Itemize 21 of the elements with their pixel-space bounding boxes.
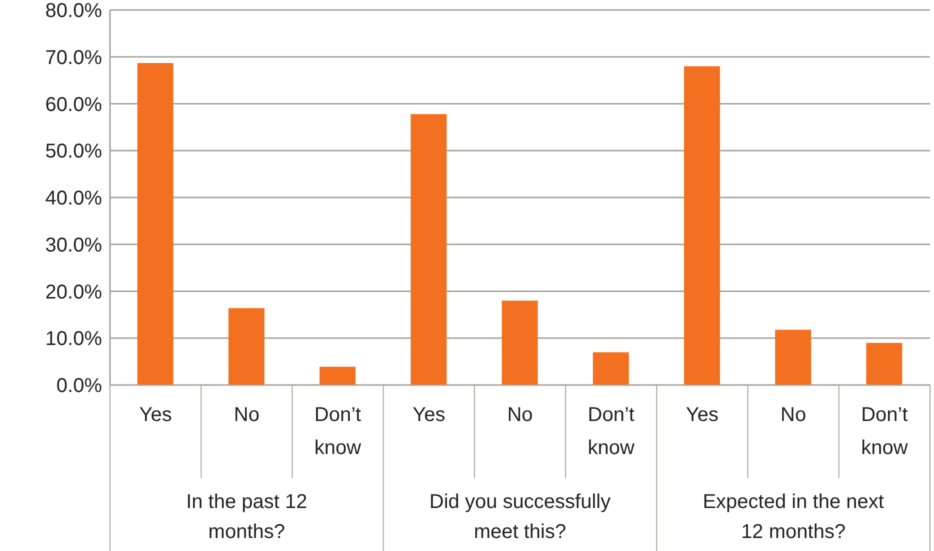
y-tick-label: 30.0%	[45, 234, 102, 256]
y-tick-label: 20.0%	[45, 281, 102, 304]
y-tick-label: 80.0%	[45, 0, 102, 22]
y-tick-label: 50.0%	[45, 140, 102, 163]
y-tick-label: 10.0%	[45, 328, 102, 350]
x-tick-label: Yes	[412, 404, 446, 426]
y-tick-label: 70.0%	[45, 46, 102, 69]
x-tick-label: Yes	[686, 404, 719, 426]
x-tick-label: Don’t know	[314, 404, 362, 459]
x-tick-label: Yes	[139, 404, 172, 426]
y-tick-label: 40.0%	[45, 188, 102, 210]
x-tick-label: No	[507, 404, 533, 426]
text: Did you successfully meet this?	[429, 491, 611, 543]
text: Expected in the next 12 months?	[702, 491, 884, 543]
text: In the past 12 months?	[186, 491, 308, 543]
y-tick-label: 0.0%	[56, 375, 102, 398]
x-tick-label: No	[234, 404, 260, 426]
y-tick-label: 60.0%	[45, 94, 102, 116]
x-tick-label: Don’t know	[588, 404, 636, 459]
x-tick-label: Don’t know	[861, 404, 908, 459]
x-tick-label: No	[780, 404, 806, 426]
